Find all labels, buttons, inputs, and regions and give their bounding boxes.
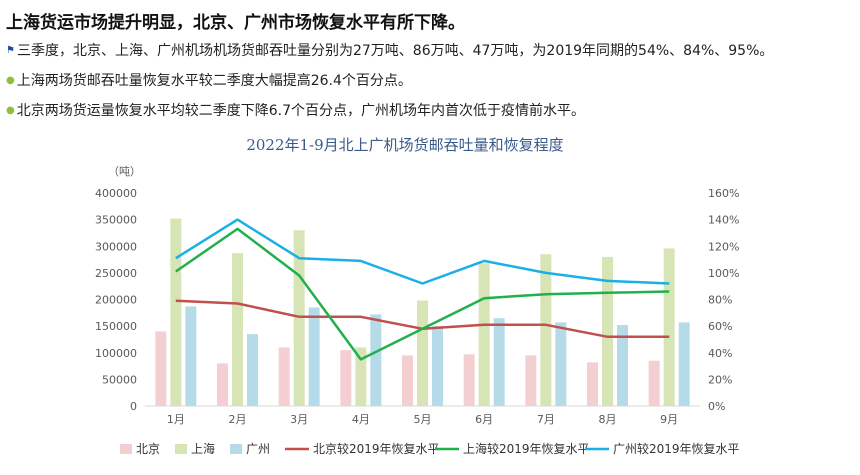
y-right-tick-label: 120% <box>708 240 739 253</box>
guangzhou-bar <box>370 314 382 406</box>
y-left-tick-label: 50000 <box>102 373 137 386</box>
guangzhou-bar <box>493 318 505 406</box>
flag-icon: ⚑ <box>6 44 15 56</box>
y-axis-unit-label: （吨） <box>108 165 141 178</box>
beijing-bar <box>340 350 352 406</box>
x-tick-label: 5月 <box>414 413 432 426</box>
guangzhou-bar <box>678 322 690 406</box>
y-left-tick-label: 100000 <box>95 347 137 360</box>
shanghai-bar <box>663 248 675 406</box>
legend-swatch-guangzhou-bar <box>230 444 242 454</box>
y-left-tick-label: 250000 <box>95 267 137 280</box>
bullet-2-text: 上海两场货邮吞吐量恢复水平较二季度大幅提高26.4个百分点。 <box>16 73 412 89</box>
y-left-tick-label: 300000 <box>95 240 137 253</box>
guangzhou-bar <box>617 325 628 406</box>
dot-icon: ● <box>6 74 15 86</box>
beijing-bar <box>587 362 598 406</box>
legend-label-guangzhou-recovery-line: 广州较2019年恢复水平 <box>613 441 740 456</box>
x-tick-label: 7月 <box>537 413 555 426</box>
y-left-tick-label: 0 <box>130 400 137 413</box>
x-tick-label: 9月 <box>660 413 678 426</box>
shanghai-bar <box>355 347 367 406</box>
legend-label-shanghai-recovery-line: 上海较2019年恢复水平 <box>463 441 590 456</box>
legend-label-guangzhou-bar: 广州 <box>246 442 270 456</box>
legend-label-beijing-bar: 北京 <box>136 442 160 456</box>
y-right-tick-label: 60% <box>708 320 732 333</box>
legend-label-shanghai-bar: 上海 <box>191 441 215 456</box>
y-right-tick-label: 80% <box>708 294 732 307</box>
guangzhou-bar <box>432 326 443 406</box>
beijing-bar <box>278 347 290 406</box>
beijing-bar <box>155 331 167 406</box>
shanghai-bar <box>293 230 305 406</box>
bullet-1: ⚑ 三季度，北京、上海、广州机场机场货邮吞吐量分别为27万吨、86万吨、47万吨… <box>6 40 773 60</box>
beijing-bar <box>217 363 228 406</box>
y-right-tick-label: 40% <box>708 347 732 360</box>
beijing-bar <box>463 354 475 406</box>
x-tick-label: 8月 <box>599 413 617 426</box>
shanghai-bar <box>540 254 552 406</box>
shanghai-recovery-line <box>175 227 670 361</box>
beijing-bar <box>648 360 660 406</box>
guangzhou-bar <box>247 334 258 406</box>
y-left-tick-label: 200000 <box>95 294 137 307</box>
y-right-tick-label: 160% <box>708 187 739 200</box>
y-right-tick-label: 0% <box>708 400 725 413</box>
y-left-tick-label: 350000 <box>95 214 137 227</box>
dot-icon: ● <box>6 104 15 116</box>
x-tick-label: 2月 <box>229 413 247 426</box>
beijing-bar <box>402 355 413 406</box>
legend-swatch-shanghai-bar <box>175 444 187 454</box>
guangzhou-recovery-line <box>175 218 670 285</box>
x-tick-label: 3月 <box>290 413 308 426</box>
y-right-tick-label: 100% <box>708 267 739 280</box>
bullet-2: ● 上海两场货邮吞吐量恢复水平较二季度大幅提高26.4个百分点。 <box>6 70 412 90</box>
cargo-chart: 2022年1-9月北上广机场货邮吞吐量和恢复程度 （吨） 0 50000 10000… <box>95 136 740 456</box>
headline: 上海货运市场提升明显，北京、广州市场恢复水平有所下降。 <box>6 13 465 33</box>
y-left-tick-label: 400000 <box>95 187 137 200</box>
x-tick-label: 4月 <box>352 413 370 426</box>
shanghai-bar <box>602 256 613 406</box>
x-tick-label: 1月 <box>167 413 185 426</box>
bullet-3-text: 北京两场货运量恢复水平均较二季度下降6.7个百分点，广州机场年内首次低于疫情前水… <box>16 103 585 119</box>
guangzhou-bar <box>185 306 197 406</box>
x-tick-label: 6月 <box>475 413 493 426</box>
legend-label-beijing-recovery-line: 北京较2019年恢复水平 <box>313 441 440 456</box>
shanghai-bar <box>170 218 182 406</box>
chart-title: 2022年1-9月北上广机场货邮吞吐量和恢复程度 <box>246 136 563 154</box>
beijing-bar <box>525 355 537 406</box>
shanghai-bar <box>478 263 490 406</box>
y-right-tick-label: 140% <box>708 214 739 227</box>
legend-swatch-beijing-bar <box>120 444 132 454</box>
bullet-3: ● 北京两场货运量恢复水平均较二季度下降6.7个百分点，广州机场年内首次低于疫情… <box>6 100 585 120</box>
y-left-tick-label: 150000 <box>95 320 137 333</box>
shanghai-bar <box>417 300 428 406</box>
y-right-tick-label: 20% <box>708 373 732 386</box>
guangzhou-bar <box>555 322 567 406</box>
bullet-1-text: 三季度，北京、上海、广州机场机场货邮吞吐量分别为27万吨、86万吨、47万吨，为… <box>16 43 774 59</box>
guangzhou-bar <box>308 307 320 406</box>
shanghai-bar <box>232 253 243 406</box>
